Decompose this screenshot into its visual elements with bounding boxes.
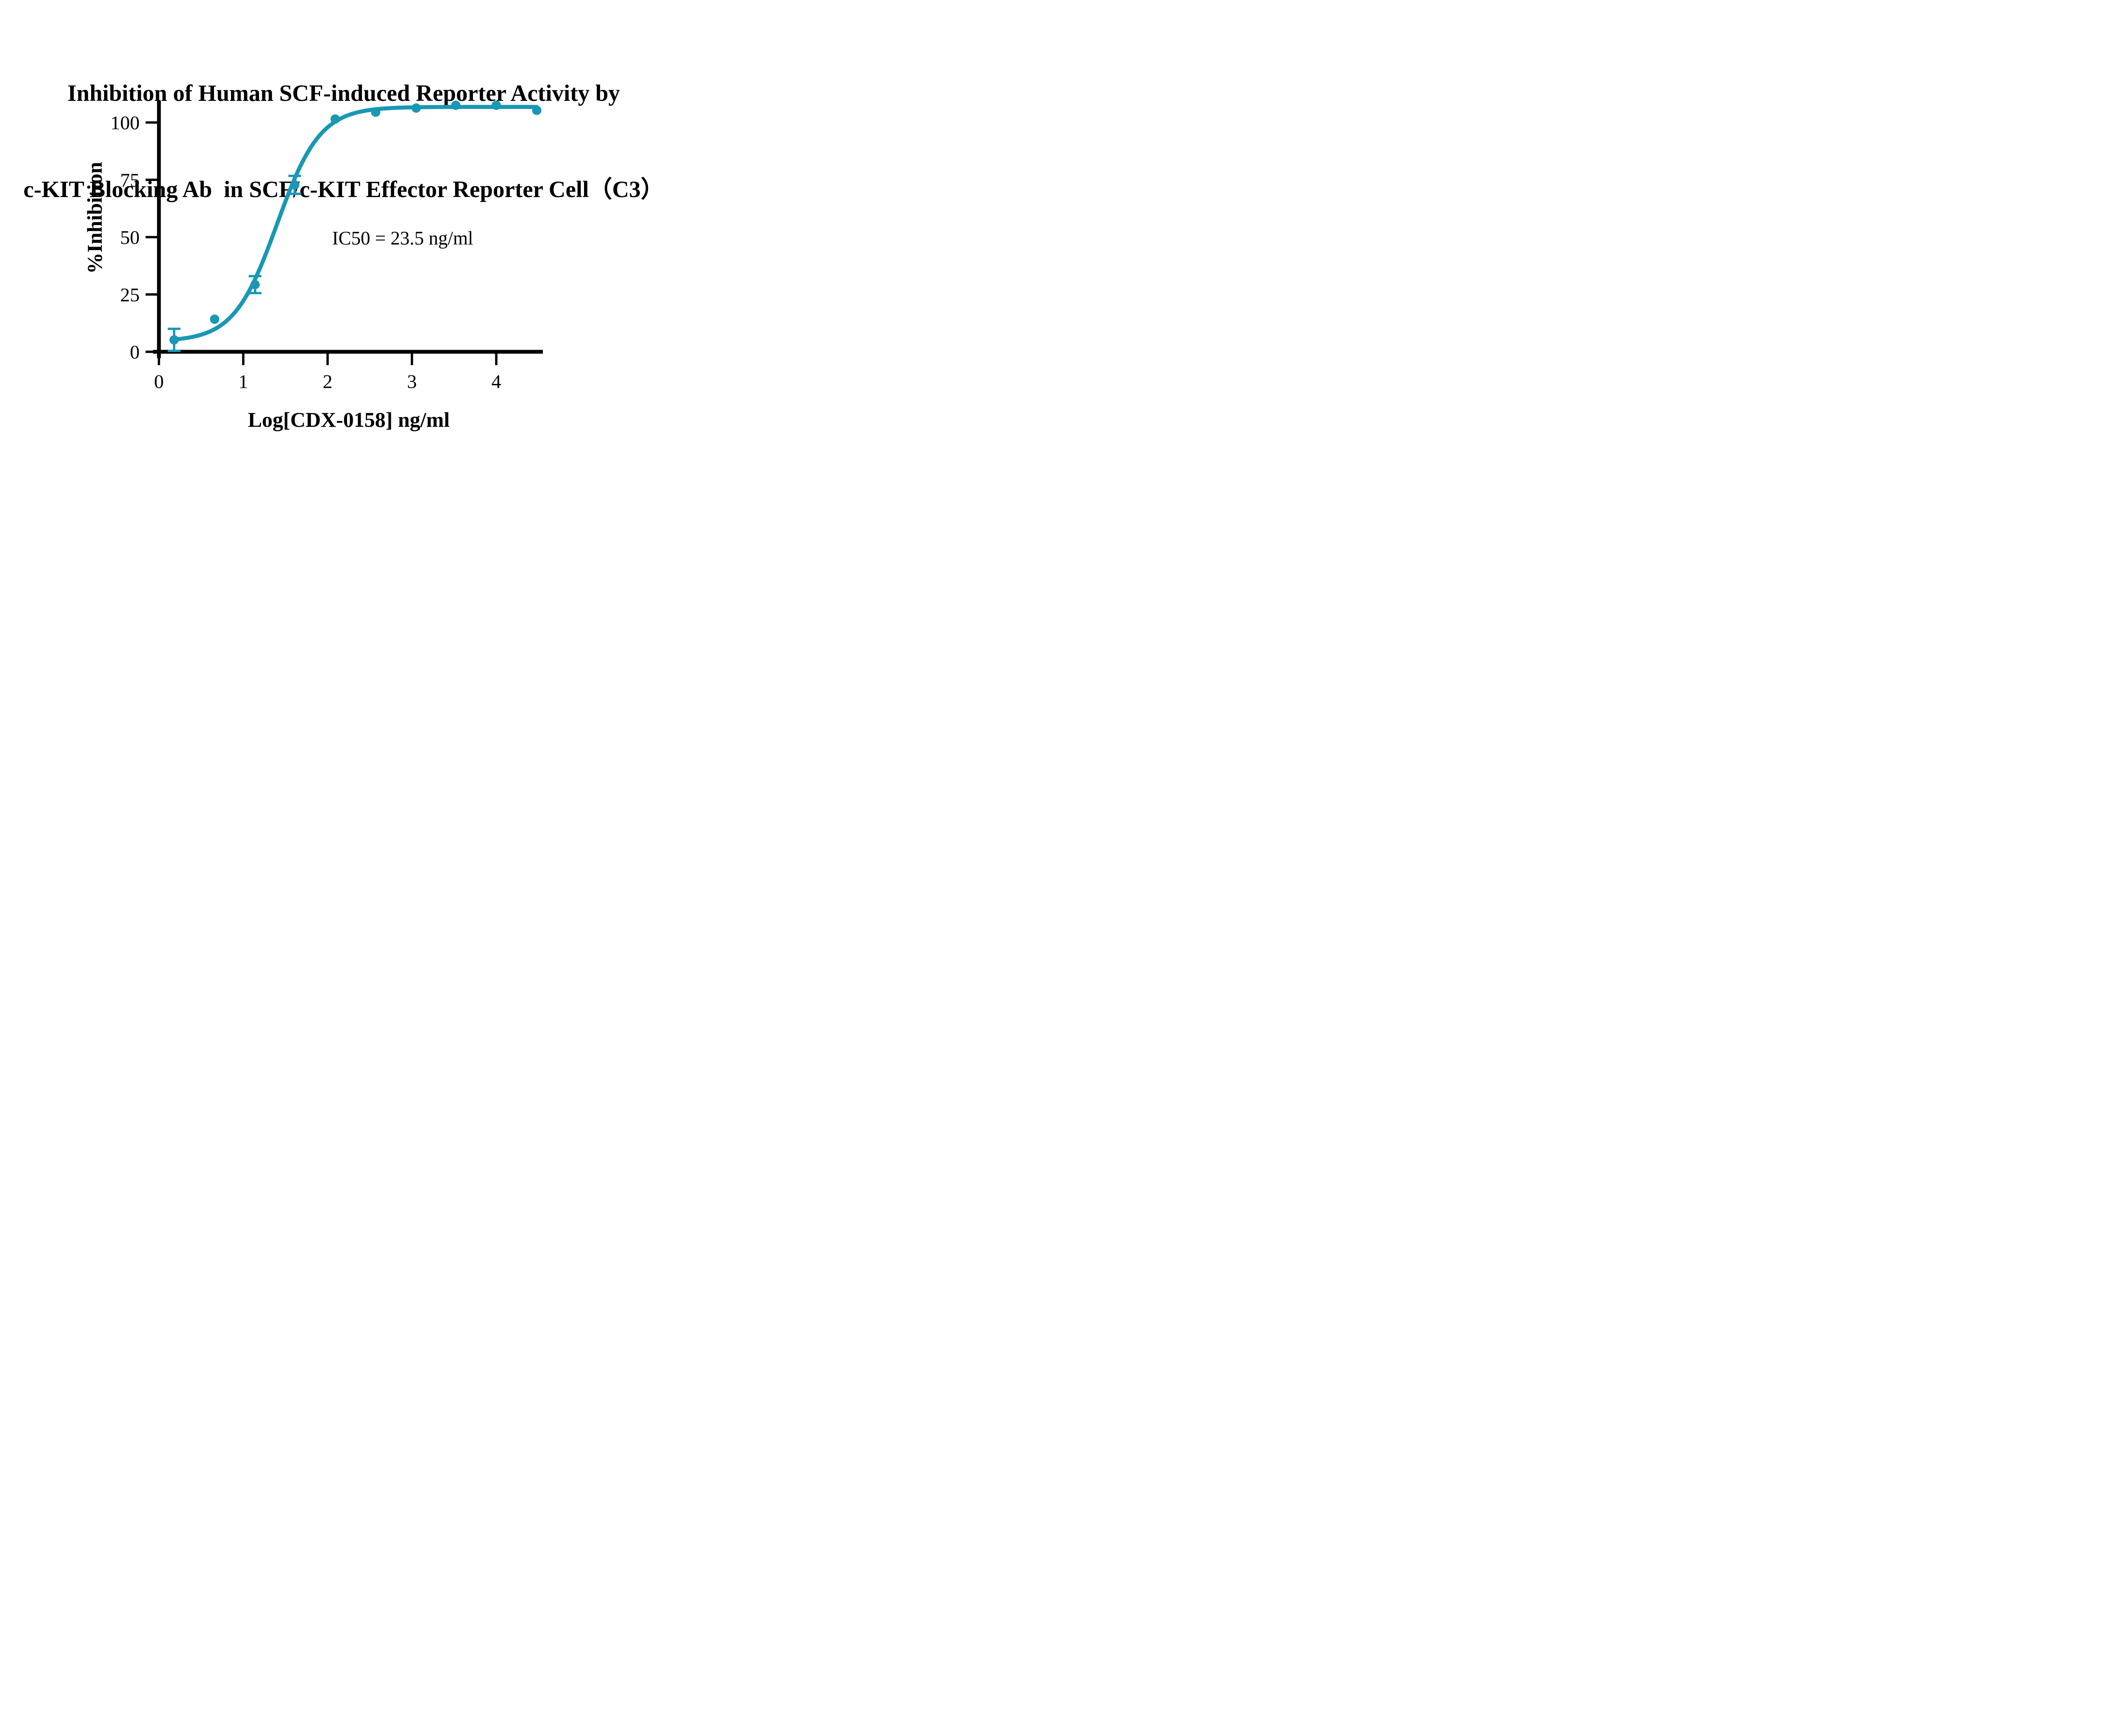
tick-labels-layer: 0 25 50 75 100 0 1 2 3 4: [111, 112, 501, 392]
dose-response-plot: 0 25 50 75 100 0 1 2 3 4 %Inhibition Log[CDX-0158…: [83, 100, 543, 431]
dose-response-figure: Inhibition of Human SCF-induced Reporter…: [0, 0, 687, 434]
x-tick-label: 1: [239, 371, 248, 392]
x-tick-label: 0: [154, 371, 164, 392]
y-tick-label: 0: [130, 341, 140, 363]
y-tick-label: 100: [111, 112, 140, 134]
data-point: [290, 180, 300, 190]
data-point: [169, 335, 179, 345]
chart-title-line-1: Inhibition of Human SCF-induced Reporter…: [67, 80, 620, 106]
fit-curve-layer: [172, 105, 539, 342]
fit-curve: [172, 105, 539, 342]
data-point: [371, 107, 381, 117]
data-point: [532, 106, 542, 115]
ticks-layer: [145, 121, 498, 365]
error-bars-layer: [167, 175, 301, 352]
x-tick-label: 2: [323, 371, 333, 392]
data-point: [411, 103, 421, 113]
data-points-layer: [169, 100, 542, 345]
x-tick-label: 3: [407, 371, 417, 392]
y-tick-label: 75: [120, 169, 140, 191]
data-point: [492, 100, 501, 110]
axes-layer: [153, 100, 543, 358]
y-axis-title: %Inhibition: [83, 162, 106, 274]
data-point: [210, 314, 220, 324]
x-axis-title: Log[CDX-0158] ng/ml: [248, 408, 450, 431]
y-tick-label: 50: [120, 227, 140, 248]
ic50-annotation: IC50 = 23.5 ng/ml: [332, 228, 473, 249]
data-point: [330, 114, 340, 124]
chart-title: Inhibition of Human SCF-induced Reporter…: [0, 13, 687, 270]
data-point: [250, 280, 260, 289]
data-point: [451, 100, 461, 110]
x-tick-label: 4: [492, 371, 501, 392]
chart-title-line-2: c-KIT Blocking Ab in SCF/c-KIT Effector …: [23, 176, 664, 203]
y-tick-label: 25: [120, 284, 140, 306]
